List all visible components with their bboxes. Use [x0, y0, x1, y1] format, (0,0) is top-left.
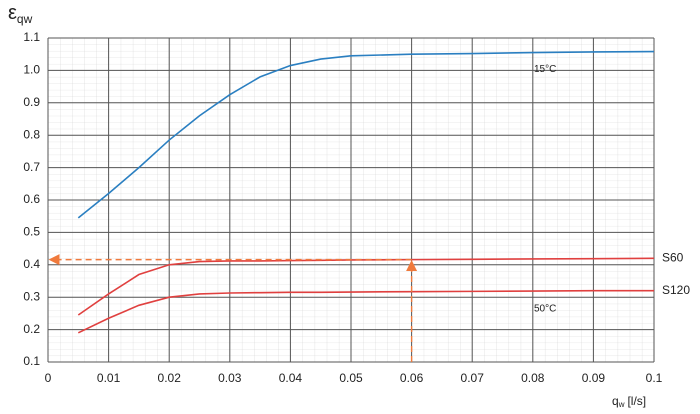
y-tick-label: 0.6 — [23, 192, 40, 206]
y-tick-label: 1.0 — [23, 63, 40, 77]
x-axis-label: qw [l/s] — [612, 394, 646, 409]
x-tick-label: 0.1 — [646, 371, 663, 385]
y-tick-label: 0.4 — [23, 257, 40, 271]
y-tick-label: 0.7 — [23, 160, 40, 174]
x-tick-label: 0.08 — [521, 371, 545, 385]
x-tick-label: 0.01 — [97, 371, 121, 385]
x-tick-label: 0.06 — [400, 371, 424, 385]
y-tick-label: 0.9 — [23, 95, 40, 109]
x-tick-label: 0.02 — [158, 371, 182, 385]
x-tick-label: 0.04 — [279, 371, 303, 385]
y-tick-label: 0.2 — [23, 322, 40, 336]
y-tick-label: 0.5 — [23, 225, 40, 239]
y-tick-label: 0.8 — [23, 127, 40, 141]
series-label: 15°C — [534, 64, 556, 75]
x-tick-label: 0.07 — [461, 371, 485, 385]
y-axis-label: εqw — [8, 2, 33, 26]
x-tick-label: 0.03 — [218, 371, 242, 385]
series-label: S60 — [662, 250, 684, 264]
annotation: 50°C — [534, 303, 556, 314]
x-tick-label: 0 — [45, 371, 52, 385]
series-line — [77, 257, 655, 316]
x-tick-label: 0.05 — [339, 371, 363, 385]
x-tick-label: 0.09 — [582, 371, 606, 385]
series-line — [77, 50, 655, 219]
y-tick-label: 0.1 — [23, 354, 40, 368]
y-tick-label: 1.1 — [23, 30, 40, 44]
y-tick-label: 0.3 — [23, 289, 40, 303]
series-line — [77, 289, 654, 334]
series-label: S120 — [662, 283, 690, 297]
